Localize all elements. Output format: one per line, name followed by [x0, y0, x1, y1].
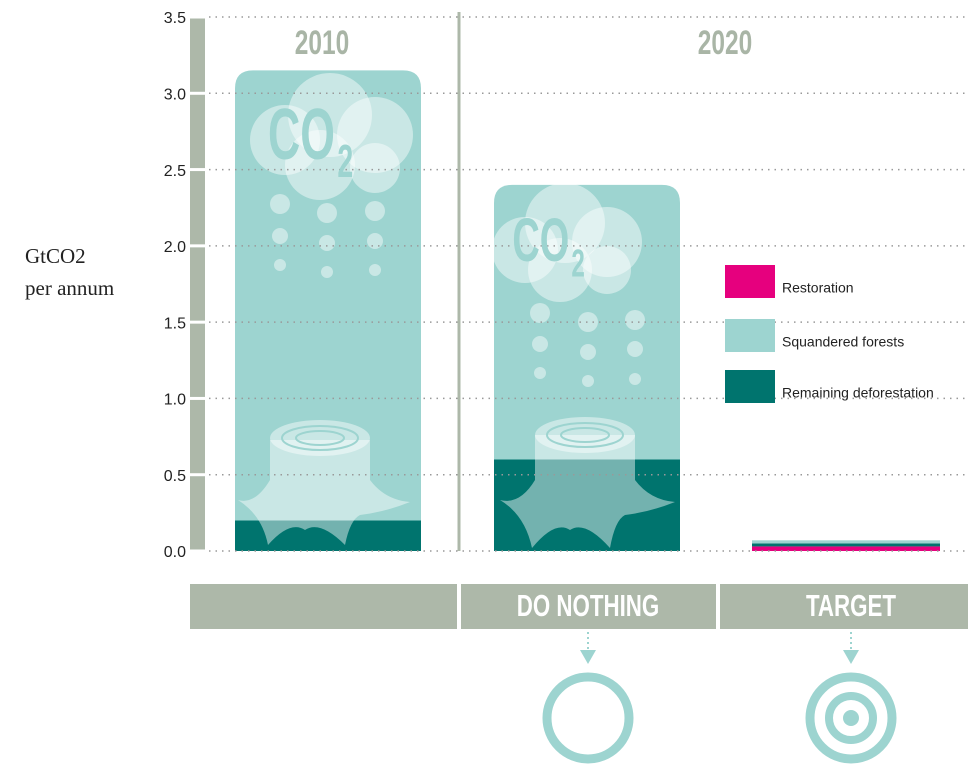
- category-label: DO NOTHING: [517, 589, 660, 623]
- y-tick-label: 3.0: [164, 87, 186, 104]
- tick-mark: [190, 168, 205, 172]
- legend-swatch: [725, 265, 775, 298]
- legend-swatch: [725, 370, 775, 403]
- y-tick-label: 2.0: [164, 239, 186, 256]
- bar-segment: [235, 70, 421, 521]
- legend-label: Remaining deforestation: [782, 385, 934, 401]
- y-axis-label: per annum: [25, 276, 114, 300]
- bar-segment: [752, 540, 940, 544]
- cloud-subscript: 2: [571, 242, 584, 285]
- y-tick-label: 0.5: [164, 468, 186, 485]
- arrows: [587, 632, 852, 650]
- tick-mark: [190, 320, 205, 324]
- period-label-group: 2010: [295, 24, 349, 62]
- tick-mark: [190, 549, 205, 553]
- bar-segment: [235, 520, 421, 551]
- cloud: [492, 183, 642, 302]
- y-tick-label: 0.0: [164, 544, 186, 561]
- cloud-subscript: 2: [337, 136, 353, 188]
- cloud-label: CO 2: [512, 206, 584, 285]
- category-label: TARGET: [806, 589, 896, 623]
- legend-swatch: [725, 319, 775, 352]
- y-axis: [190, 17, 205, 551]
- droplets: [270, 194, 645, 387]
- bar-segment: [752, 543, 940, 547]
- cloud-text: CO: [512, 206, 569, 275]
- category-label-group: DO NOTHING: [517, 589, 660, 623]
- stump: [238, 440, 410, 545]
- rings: [281, 422, 624, 451]
- y-tick-label: 2.5: [164, 163, 186, 180]
- tick-mark: [190, 15, 205, 19]
- cloud-text: CO: [268, 94, 335, 175]
- empty-target-icon: [542, 672, 634, 764]
- band: [190, 584, 457, 629]
- target-icon: [805, 672, 897, 764]
- band: [720, 584, 968, 629]
- decorations: [238, 73, 675, 548]
- period-label: 2020: [698, 24, 752, 62]
- legend-label: Squandered forests: [782, 334, 904, 350]
- category-label-group: TARGET: [806, 589, 896, 623]
- y-tick-label: 1.5: [164, 315, 186, 332]
- stump: [500, 435, 675, 548]
- tick-mark: [190, 396, 205, 400]
- y-tick-label: 3.5: [164, 10, 186, 27]
- tick-mark: [190, 244, 205, 248]
- period-label: 2010: [295, 24, 349, 62]
- cloud: [250, 73, 413, 200]
- tick-mark: [190, 473, 205, 477]
- band: [461, 584, 716, 629]
- period-label-group: 2020: [698, 24, 752, 62]
- arrowheads: [580, 650, 859, 664]
- tick-mark: [190, 91, 205, 95]
- legend-label: Restoration: [782, 280, 854, 296]
- cloud-label: CO 2: [268, 94, 353, 188]
- y-tick-label: 1.0: [164, 392, 186, 409]
- bar-segment: [752, 546, 940, 551]
- y-axis-label: GtCO2: [25, 244, 86, 268]
